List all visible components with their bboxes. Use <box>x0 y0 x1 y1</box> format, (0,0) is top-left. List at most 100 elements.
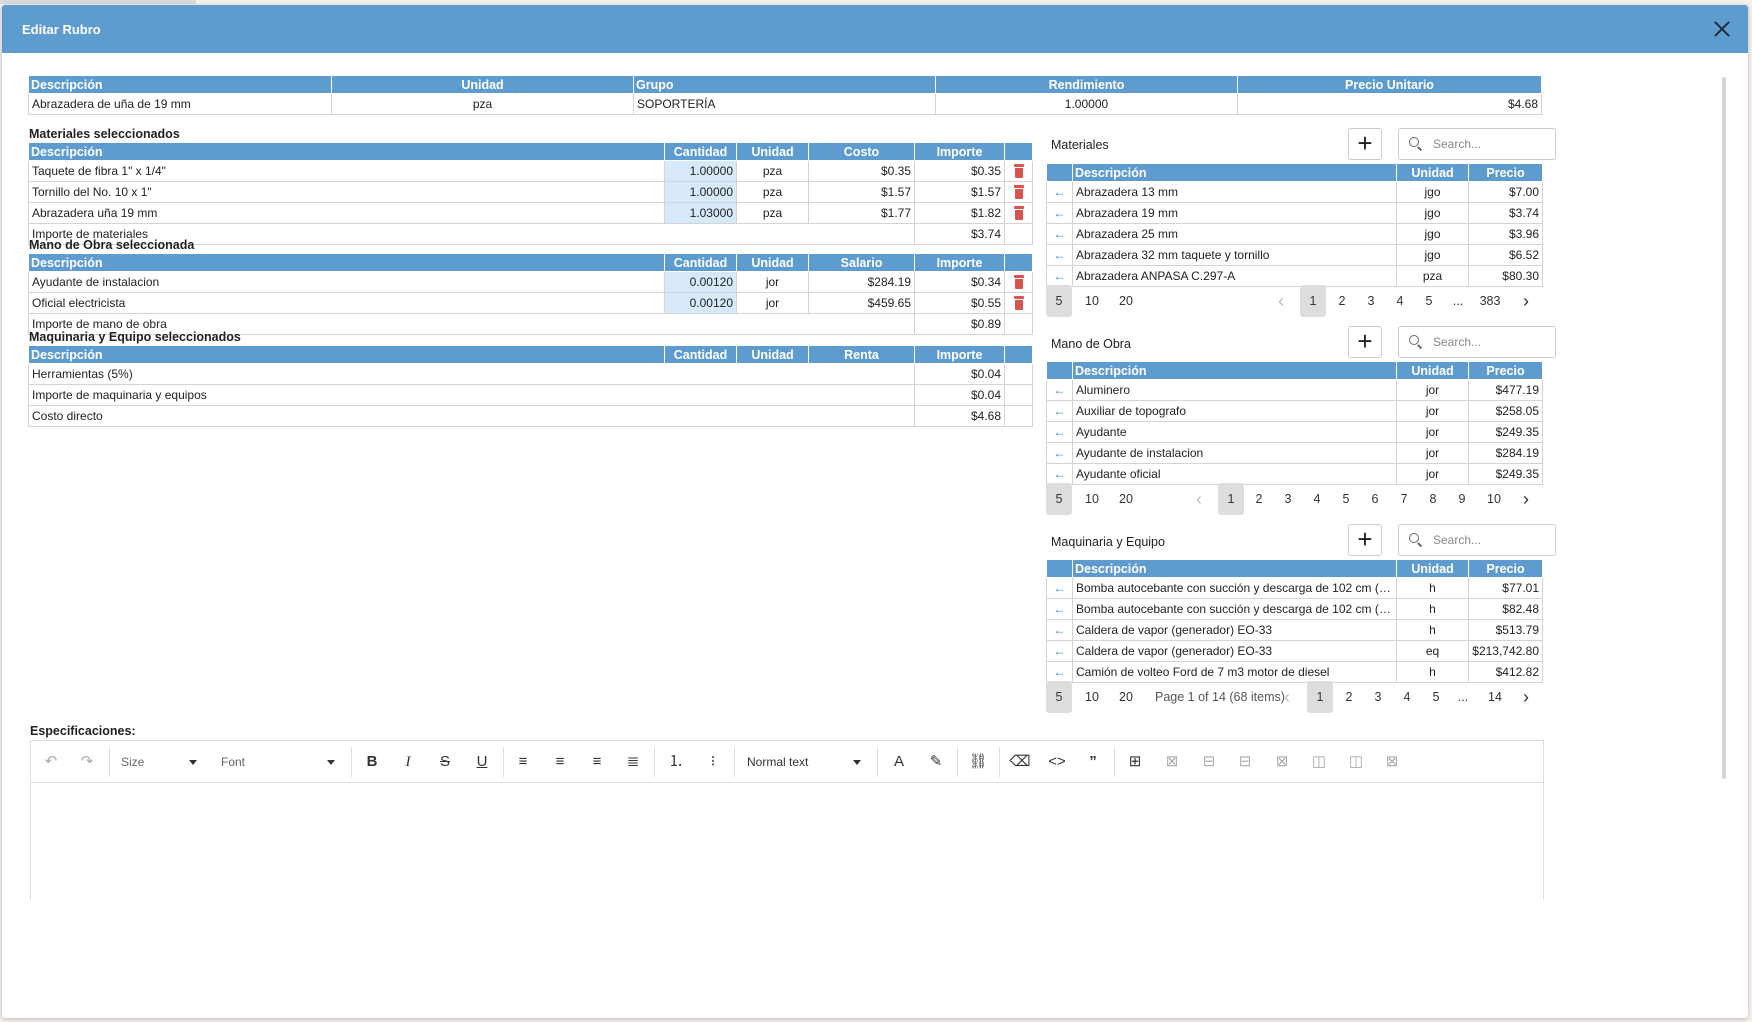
arrow-left-icon[interactable]: ← <box>1046 577 1073 599</box>
prev-page-icon[interactable]: ‹ <box>1284 687 1290 707</box>
page-5[interactable]: 5 <box>1342 492 1350 506</box>
page-5[interactable]: 5 <box>1425 294 1433 308</box>
page-size-10[interactable]: 10 <box>1085 492 1099 506</box>
page-8[interactable]: 8 <box>1429 492 1437 506</box>
page-size-20[interactable]: 20 <box>1119 294 1133 308</box>
cantidad-input[interactable]: 1.03000 <box>664 202 737 224</box>
insert-row-above-icon[interactable]: ⊟ <box>1202 753 1216 770</box>
maquinaria-search[interactable] <box>1398 524 1556 556</box>
arrow-left-icon[interactable]: ← <box>1046 379 1073 401</box>
strikethrough-icon[interactable]: S <box>439 753 450 770</box>
eraser-icon[interactable]: ⌫ <box>1009 753 1031 770</box>
highlight-icon[interactable]: ✎ <box>929 753 943 770</box>
trash-icon[interactable] <box>1013 164 1025 179</box>
arrow-left-icon[interactable]: ← <box>1046 661 1073 683</box>
next-page-icon[interactable]: › <box>1523 687 1529 707</box>
arrow-left-icon[interactable]: ← <box>1046 181 1073 203</box>
insert-column-right-icon[interactable]: ◫ <box>1348 753 1364 770</box>
page-10[interactable]: 10 <box>1487 492 1501 506</box>
page-size-5[interactable]: 5 <box>1046 483 1072 515</box>
arrow-left-icon[interactable]: ← <box>1046 421 1073 443</box>
cantidad-input[interactable]: 0.00120 <box>664 271 737 293</box>
arrow-left-icon[interactable]: ← <box>1046 202 1073 224</box>
page-9[interactable]: 9 <box>1458 492 1466 506</box>
trash-icon[interactable] <box>1013 296 1025 311</box>
arrow-left-icon[interactable]: ← <box>1046 400 1073 422</box>
cantidad-input[interactable]: 0.00120 <box>664 292 737 314</box>
arrow-left-icon[interactable]: ← <box>1046 463 1073 485</box>
prev-page-icon[interactable]: ‹ <box>1278 291 1284 311</box>
underline-icon[interactable]: U <box>476 753 488 770</box>
page-size-20[interactable]: 20 <box>1119 690 1133 704</box>
code-icon[interactable]: <> <box>1048 753 1066 770</box>
insert-row-below-icon[interactable]: ⊟ <box>1238 753 1252 770</box>
page-2[interactable]: 2 <box>1338 294 1346 308</box>
link-icon[interactable]: ⛓ <box>968 753 988 770</box>
search-input[interactable] <box>1433 137 1543 151</box>
page-size-20[interactable]: 20 <box>1119 492 1133 506</box>
delete-column-icon[interactable]: ⊠ <box>1385 753 1399 770</box>
align-right-icon[interactable]: ≡ <box>592 753 602 770</box>
align-center-icon[interactable]: ≡ <box>555 753 565 770</box>
page-4[interactable]: 4 <box>1313 492 1321 506</box>
page-size-10[interactable]: 10 <box>1085 690 1099 704</box>
search-input[interactable] <box>1433 335 1543 349</box>
arrow-left-icon[interactable]: ← <box>1046 442 1073 464</box>
next-page-icon[interactable]: › <box>1523 489 1529 509</box>
trash-icon[interactable] <box>1013 206 1025 221</box>
quote-icon[interactable]: ” <box>1089 753 1097 770</box>
redo-icon[interactable]: ↷ <box>80 753 94 770</box>
page-1[interactable]: 1 <box>1300 285 1326 317</box>
prev-page-icon[interactable]: ‹ <box>1196 489 1202 509</box>
editor-content[interactable] <box>31 783 1543 900</box>
arrow-left-icon[interactable]: ← <box>1046 265 1073 287</box>
page-size-5[interactable]: 5 <box>1046 681 1072 713</box>
cantidad-input[interactable]: 1.00000 <box>664 160 737 182</box>
page-7[interactable]: 7 <box>1400 492 1408 506</box>
arrow-left-icon[interactable]: ← <box>1046 598 1073 620</box>
add-material-button[interactable]: + <box>1348 128 1382 160</box>
page-1[interactable]: 1 <box>1218 483 1244 515</box>
font-family-select[interactable]: Font <box>221 750 335 774</box>
page-size-5[interactable]: 5 <box>1046 285 1072 317</box>
text-color-icon[interactable]: A <box>893 753 904 770</box>
align-left-icon[interactable]: ≡ <box>518 753 528 770</box>
page-1[interactable]: 1 <box>1307 681 1333 713</box>
vertical-scrollbar[interactable] <box>1722 77 1726 779</box>
italic-icon[interactable]: I <box>405 754 411 770</box>
page-3[interactable]: 3 <box>1374 690 1382 704</box>
insert-table-icon[interactable]: ⊞ <box>1128 753 1142 770</box>
align-justify-icon[interactable]: ≣ <box>626 753 640 770</box>
page-6[interactable]: 6 <box>1371 492 1379 506</box>
page-4[interactable]: 4 <box>1396 294 1404 308</box>
materiales-search[interactable] <box>1398 128 1556 160</box>
font-size-select[interactable]: Size <box>121 750 197 774</box>
cantidad-input[interactable]: 1.00000 <box>664 181 737 203</box>
page-last[interactable]: 14 <box>1488 690 1502 704</box>
page-5[interactable]: 5 <box>1432 690 1440 704</box>
delete-table-icon[interactable]: ⊠ <box>1165 753 1179 770</box>
trash-icon[interactable] <box>1013 275 1025 290</box>
bold-icon[interactable]: B <box>366 753 378 770</box>
page-size-10[interactable]: 10 <box>1085 294 1099 308</box>
page-4[interactable]: 4 <box>1403 690 1411 704</box>
page-3[interactable]: 3 <box>1367 294 1375 308</box>
page-2[interactable]: 2 <box>1345 690 1353 704</box>
next-page-icon[interactable]: › <box>1523 291 1529 311</box>
search-input[interactable] <box>1433 533 1543 547</box>
add-mano-button[interactable]: + <box>1348 326 1382 358</box>
ordered-list-icon[interactable]: ⒈ <box>668 753 684 770</box>
undo-icon[interactable]: ↶ <box>44 753 58 770</box>
arrow-left-icon[interactable]: ← <box>1046 223 1073 245</box>
close-icon[interactable] <box>1712 19 1732 39</box>
arrow-left-icon[interactable]: ← <box>1046 640 1073 662</box>
page-last[interactable]: 383 <box>1479 294 1501 308</box>
mano-search[interactable] <box>1398 326 1556 358</box>
arrow-left-icon[interactable]: ← <box>1046 244 1073 266</box>
block-format-select[interactable]: Normal text <box>747 750 861 774</box>
add-maquinaria-button[interactable]: + <box>1348 524 1382 556</box>
delete-row-icon[interactable]: ⊠ <box>1275 753 1289 770</box>
trash-icon[interactable] <box>1013 185 1025 200</box>
arrow-left-icon[interactable]: ← <box>1046 619 1073 641</box>
page-3[interactable]: 3 <box>1284 492 1292 506</box>
